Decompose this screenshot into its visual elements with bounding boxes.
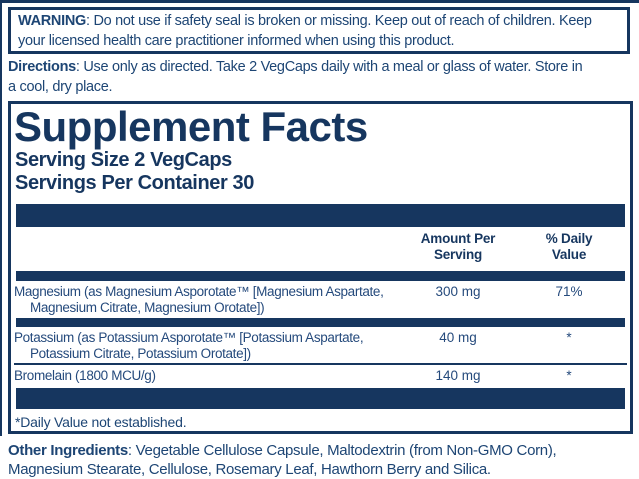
supplement-facts-panel: Supplement Facts Serving Size 2 VegCaps …	[8, 101, 633, 434]
warning-box: WARNING: Do not use if safety seal is br…	[8, 7, 630, 54]
directions-paragraph: Directions: Use only as directed. Take 2…	[8, 58, 630, 97]
nutrient-row-potassium: Potassium (as Potassium Asporotate™ [Pot…	[14, 330, 627, 361]
nutrient-row-magnesium: Magnesium (as Magnesium Asporotate™ [Mag…	[14, 284, 627, 315]
label-left-edge-line	[0, 0, 2, 436]
daily-value-footnote: *Daily Value not established.	[15, 413, 187, 430]
amount-header-line2: Serving	[433, 247, 483, 262]
serving-size: Serving Size 2 VegCaps	[15, 149, 232, 171]
nutrient-amount: 40 mg	[439, 330, 477, 345]
separator-bar-magnesium	[16, 318, 625, 327]
directions-text-line1: : Use only as directed. Take 2 VegCaps d…	[75, 59, 583, 75]
separator-bar-header	[16, 271, 625, 281]
label-top-edge-line	[0, 0, 639, 3]
nutrient-name-line1: Potassium (as Potassium Asporotate™ [Pot…	[14, 330, 364, 345]
warning-text-line1: : Do not use if safety seal is broken or…	[85, 13, 592, 29]
nutrient-name-line2: Potassium Citrate, Potassium Orotate])	[30, 345, 251, 361]
servings-per-container: Servings Per Container 30	[15, 172, 254, 194]
supplement-facts-title: Supplement Facts	[14, 103, 368, 150]
other-ingredients-line1: : Vegetable Cellulose Capsule, Maltodext…	[127, 442, 557, 459]
column-header-amount-per-serving: Amount Per Serving	[405, 231, 511, 265]
separator-bar-bottom	[16, 387, 625, 409]
warning-label: WARNING	[18, 13, 86, 29]
header-spacer	[14, 231, 405, 265]
nutrient-name: Bromelain (1800 MCU/g)	[14, 368, 405, 384]
nutrient-amount: 140 mg	[435, 368, 481, 383]
nutrient-daily-value: *	[566, 368, 572, 383]
dv-header-line2: Value	[551, 247, 587, 262]
directions-label: Directions	[8, 59, 76, 75]
nutrient-amount: 300 mg	[435, 284, 481, 299]
nutrient-name: Magnesium (as Magnesium Asporotate™ [Mag…	[14, 284, 405, 315]
other-ingredients-label: Other Ingredients	[8, 442, 128, 459]
nutrient-name-line2: Magnesium Citrate, Magnesium Orotate])	[30, 299, 265, 315]
nutrient-name: Potassium (as Potassium Asporotate™ [Pot…	[14, 330, 405, 361]
nutrient-name-line1: Bromelain (1800 MCU/g)	[14, 368, 156, 383]
separator-bar-top	[16, 204, 625, 227]
nutrient-daily-value: *	[566, 330, 572, 345]
nutrient-name-line1: Magnesium (as Magnesium Asporotate™ [Mag…	[14, 284, 384, 299]
nutrient-daily-value: 71%	[555, 284, 583, 299]
separator-rule-potassium	[14, 363, 627, 365]
directions-text-line2: a cool, dry place.	[8, 78, 113, 95]
warning-text-line2: your licensed health care practitioner i…	[18, 32, 455, 49]
facts-header-row: Amount Per Serving % Daily Value	[14, 231, 627, 265]
other-ingredients-line2: Magnesium Stearate, Cellulose, Rosemary …	[8, 461, 491, 478]
dv-header-line1: % Daily	[545, 231, 593, 246]
amount-header-line1: Amount Per	[420, 231, 496, 246]
other-ingredients-paragraph: Other Ingredients: Vegetable Cellulose C…	[8, 441, 630, 479]
nutrient-row-bromelain: Bromelain (1800 MCU/g) 140 mg *	[14, 368, 627, 384]
column-header-daily-value: % Daily Value	[511, 231, 627, 265]
